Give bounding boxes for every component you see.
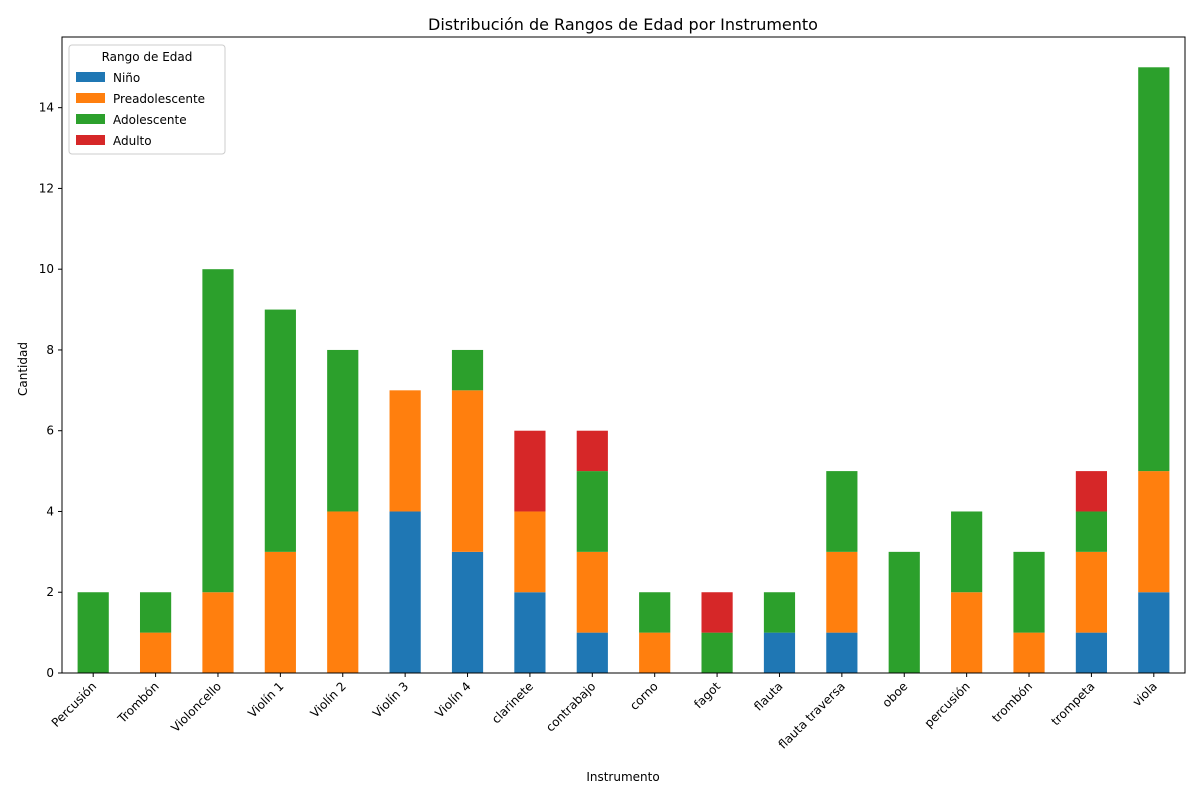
y-tick-label: 8 (46, 343, 54, 357)
x-tick-label: corno (627, 679, 661, 713)
x-tick-label: Violín 2 (308, 679, 349, 720)
x-tick-label: Violoncello (168, 679, 224, 735)
bar-segment (1075, 551, 1108, 633)
legend-entry-label: Niño (113, 71, 140, 85)
legend-swatch (76, 72, 105, 82)
bar-segment (888, 551, 920, 673)
bar-segment (1075, 471, 1108, 512)
bar-segment (1138, 592, 1170, 673)
bar-segment (763, 632, 796, 673)
legend-title: Rango de Edad (102, 50, 193, 64)
bar-segment (826, 551, 858, 633)
bar-segment (639, 632, 671, 673)
bar-segment (451, 349, 484, 391)
x-tick-label: viola (1130, 679, 1160, 709)
bar-segment (202, 269, 234, 593)
bar-segment (826, 632, 858, 673)
bar-segment (701, 632, 733, 673)
legend-entry-label: Adulto (113, 134, 152, 148)
y-tick-label: 0 (46, 666, 54, 680)
bar-segment (1075, 511, 1108, 552)
x-tick-label: Violín 4 (432, 679, 473, 720)
legend-swatch (76, 114, 105, 124)
bar-segment (451, 551, 484, 673)
x-tick-label: percusión (922, 679, 973, 730)
chart-title: Distribución de Rangos de Edad por Instr… (428, 15, 818, 34)
legend: Rango de Edad Niño Preadolescente Adolescen… (68, 44, 226, 155)
bar-segment (514, 592, 546, 673)
bar-segment (951, 511, 983, 593)
bar-segment (701, 592, 733, 633)
y-axis-label: Cantidad (16, 342, 30, 396)
bar-segment (639, 592, 671, 633)
x-tick-label: flauta (751, 679, 785, 713)
bar-segment (576, 632, 608, 673)
bar-segment (951, 592, 983, 673)
bar-segment (451, 390, 484, 552)
bar-segment (1138, 67, 1170, 472)
x-axis-label: Instrumento (586, 770, 659, 784)
bar-segment (389, 390, 421, 512)
bar-segment (1013, 632, 1045, 673)
x-tick-label: fagot (691, 679, 723, 711)
bar-segment (202, 592, 234, 673)
y-tick-label: 2 (46, 585, 54, 599)
y-tick-label: 14 (39, 101, 54, 115)
bar-segment (763, 592, 796, 633)
x-tick-label: clarinete (489, 679, 536, 726)
legend-swatch (76, 93, 105, 103)
bar-segment (139, 592, 172, 633)
x-tick-label: contrabajo (543, 679, 598, 734)
y-tick-label: 12 (39, 181, 54, 195)
bar-segment (576, 551, 608, 633)
bar-segment (77, 592, 109, 673)
legend-box (68, 44, 226, 155)
bar-segment (327, 511, 359, 673)
plot-frame (61, 36, 1186, 674)
y-tick-label: 6 (46, 424, 54, 438)
legend-swatch (76, 135, 105, 145)
y-tick-label: 4 (46, 504, 54, 518)
bar-segment (1013, 551, 1045, 633)
legend-entry-label: Preadolescente (113, 92, 205, 106)
bar-segment (826, 471, 858, 552)
bar-segment (139, 632, 172, 673)
bar-segment (1075, 632, 1108, 673)
bar-segment (514, 511, 546, 593)
x-tick-label: Percusión (49, 679, 100, 730)
x-tick-label: trombón (989, 679, 1035, 725)
y-tick-label: 10 (39, 262, 54, 276)
x-tick-label: flauta traversa (776, 679, 848, 751)
bar-segment (327, 349, 359, 512)
x-tick-label: Trombón (114, 679, 161, 726)
bar-segment (389, 511, 421, 673)
bar-segment (1138, 471, 1170, 593)
bar-segment (514, 430, 546, 512)
x-tick-label: Violín 1 (245, 679, 286, 720)
x-tick-label: Violín 3 (370, 679, 411, 720)
x-tick-label: oboe (879, 679, 910, 710)
bar-segment (264, 551, 296, 673)
bar-segment (264, 309, 296, 552)
bar-segment (576, 430, 608, 472)
x-tick-label: trompeta (1048, 679, 1097, 728)
legend-entry-label: Adolescente (113, 113, 187, 127)
bar-segment (576, 471, 608, 552)
